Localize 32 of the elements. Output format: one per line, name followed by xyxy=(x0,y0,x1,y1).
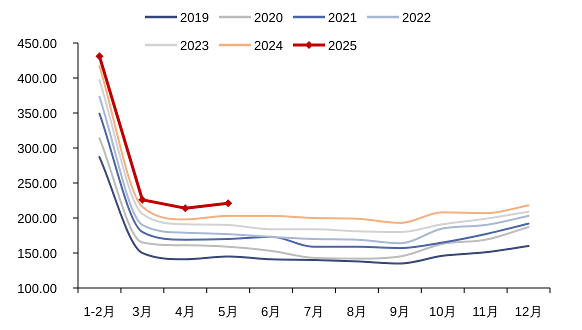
legend-label: 2021 xyxy=(328,10,357,25)
y-tick-label: 150.00 xyxy=(17,246,57,261)
x-tick-label: 12月 xyxy=(514,304,542,319)
legend-label: 2020 xyxy=(254,10,283,25)
legend-label: 2019 xyxy=(180,10,209,25)
x-tick-label: 5月 xyxy=(218,304,238,319)
point xyxy=(95,52,104,60)
x-tick-label: 3月 xyxy=(132,304,152,319)
x-tick-label: 1-2月 xyxy=(84,304,116,319)
y-tick-label: 200.00 xyxy=(17,211,57,226)
x-tick-label: 11月 xyxy=(472,304,499,319)
point xyxy=(224,199,232,208)
x-tick-label: 9月 xyxy=(390,304,410,319)
point xyxy=(138,196,146,204)
y-tick-label: 250.00 xyxy=(17,176,57,191)
line-series xyxy=(98,137,530,260)
y-tick-label: 100.00 xyxy=(17,281,57,296)
legend-label: 2022 xyxy=(402,10,431,25)
x-tick-label: 6月 xyxy=(260,304,282,319)
legend-label: 2024 xyxy=(254,38,283,53)
legend-label: 2025 xyxy=(328,38,357,53)
y-tick-label: 350.00 xyxy=(17,106,57,121)
y-tick-label: 450.00 xyxy=(17,36,57,51)
point xyxy=(181,204,190,212)
x-tick-label: 10月 xyxy=(428,304,456,319)
x-tick-label: 7月 xyxy=(304,304,324,319)
x-tick-label: 4月 xyxy=(175,304,196,319)
y-tick-label: 400.00 xyxy=(17,71,57,86)
legend-label: 2023 xyxy=(180,38,209,53)
y-tick-label: 300.00 xyxy=(17,141,57,156)
x-tick-label: 8月 xyxy=(346,304,368,319)
line-series xyxy=(98,156,530,264)
